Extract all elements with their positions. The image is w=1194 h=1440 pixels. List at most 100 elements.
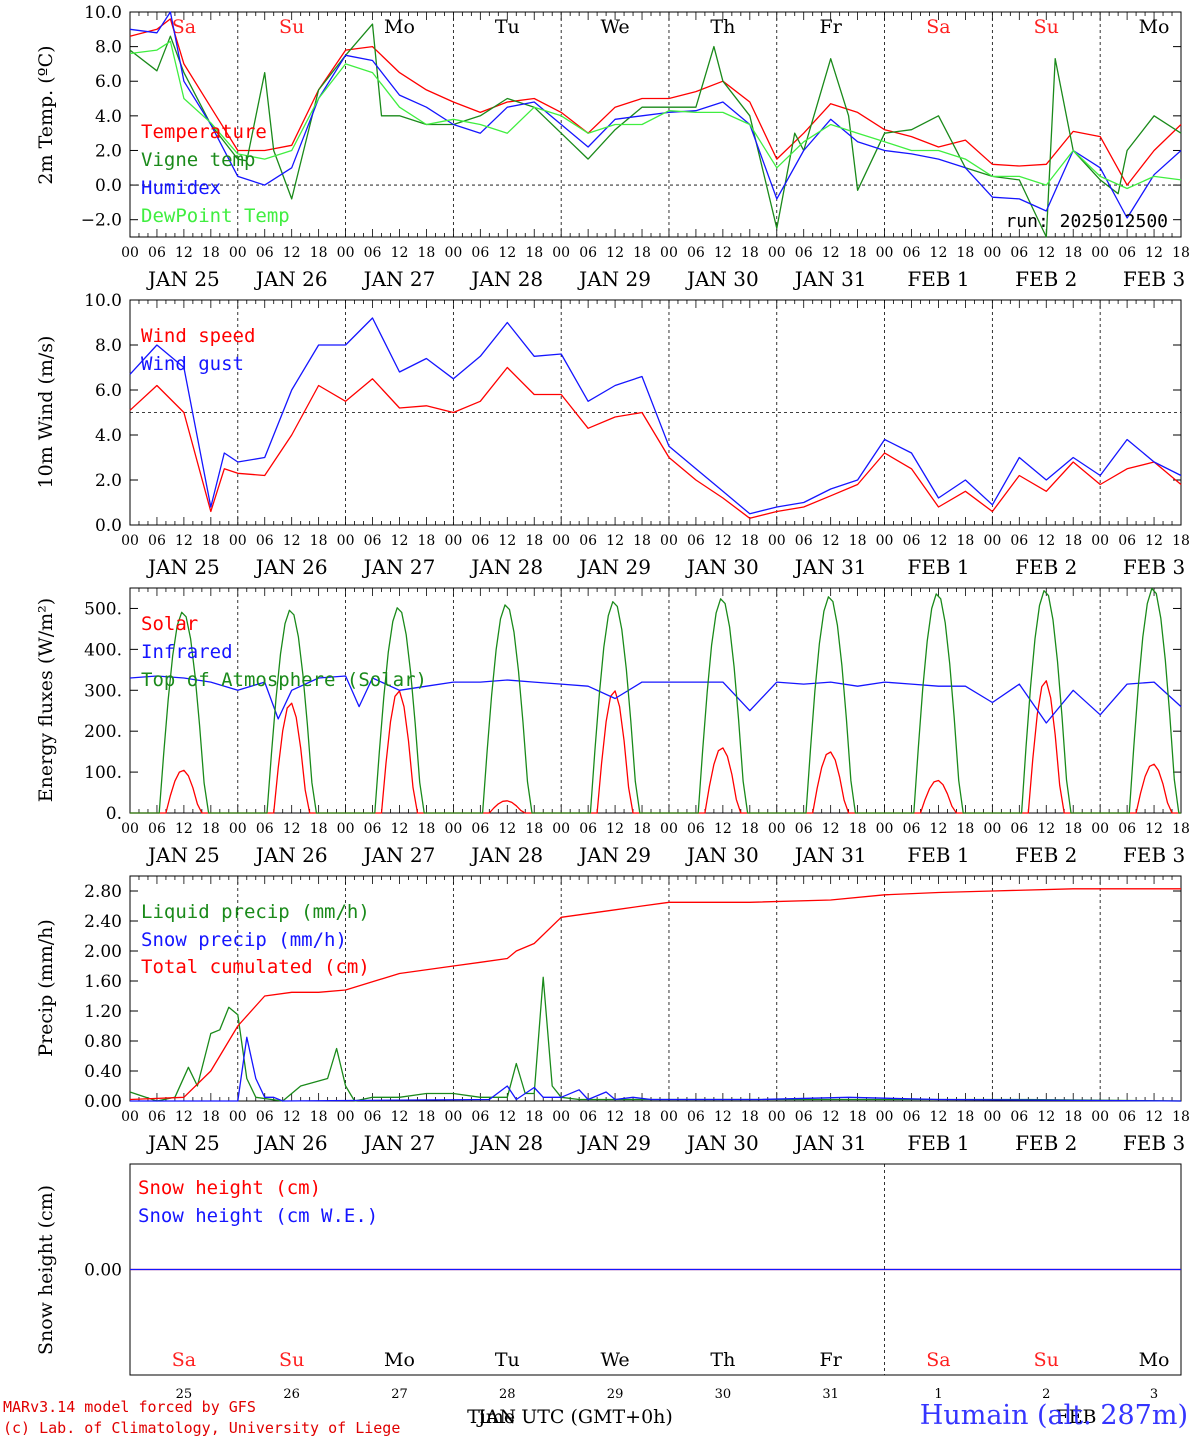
hour-tick-label: 12 <box>1037 1109 1055 1125</box>
hour-tick-label: 00 <box>660 821 678 837</box>
y-tick-label: 2.40 <box>84 912 122 932</box>
hour-tick-label: 12 <box>391 533 409 549</box>
weekday-label: Sa <box>172 16 196 38</box>
hour-tick-label: 12 <box>175 1109 193 1125</box>
date-label: JAN 30 <box>685 1131 759 1155</box>
date-label: JAN 25 <box>146 555 220 579</box>
day-number-label: 28 <box>499 1387 516 1402</box>
date-label: JAN 27 <box>362 267 436 291</box>
y-tick-label: 2.0 <box>95 471 122 491</box>
date-label: FEB 2 <box>1015 843 1077 867</box>
hour-tick-label: 06 <box>795 533 813 549</box>
legend-entry: Snow height (cm) <box>138 1177 321 1199</box>
date-label: FEB 2 <box>1015 1131 1077 1155</box>
hour-tick-label: 00 <box>876 821 894 837</box>
y-axis-label: 10m Wind (m/s) <box>35 336 57 489</box>
hour-tick-label: 18 <box>1064 821 1082 837</box>
day-number-label: 1 <box>934 1387 942 1402</box>
hour-tick-label: 12 <box>606 821 624 837</box>
hour-tick-label: 12 <box>391 821 409 837</box>
hour-tick-label: 06 <box>687 245 705 261</box>
date-label: JAN 26 <box>254 555 328 579</box>
date-label: FEB 3 <box>1123 1131 1185 1155</box>
y-tick-label: 8.0 <box>95 38 122 58</box>
day-number-label: 27 <box>391 1387 408 1402</box>
hour-tick-label: 06 <box>148 1109 166 1125</box>
hour-tick-label: 18 <box>1172 1109 1190 1125</box>
hour-tick-label: 00 <box>768 1109 786 1125</box>
hour-tick-label: 06 <box>579 1109 597 1125</box>
hour-tick-label: 12 <box>1145 533 1163 549</box>
hour-tick-label: 12 <box>283 1109 301 1125</box>
hour-tick-label: 12 <box>930 245 948 261</box>
hour-tick-label: 18 <box>202 245 220 261</box>
hour-tick-label: 12 <box>822 821 840 837</box>
hour-tick-label: 18 <box>741 1109 759 1125</box>
weekday-label: Su <box>279 1349 304 1371</box>
legend-entry: Top of Atmosphere (Solar) <box>141 669 427 691</box>
date-label: FEB 2 <box>1015 267 1077 291</box>
hour-tick-label: 18 <box>633 821 651 837</box>
y-tick-label: 300. <box>84 681 122 701</box>
hour-tick-label: 00 <box>229 1109 247 1125</box>
hour-tick-label: 12 <box>498 1109 516 1125</box>
date-label: JAN 28 <box>469 1131 543 1155</box>
hour-tick-label: 18 <box>1172 821 1190 837</box>
date-label: FEB 1 <box>907 843 969 867</box>
weekday-label: Th <box>710 16 735 38</box>
legend-entry: Total cumulated (cm) <box>141 956 370 978</box>
hour-tick-label: 06 <box>1118 533 1136 549</box>
hour-tick-label: 12 <box>498 245 516 261</box>
y-axis-label: Precip (mm/h) <box>35 919 57 1057</box>
hour-tick-label: 00 <box>1091 821 1109 837</box>
hour-tick-label: 12 <box>714 821 732 837</box>
hour-tick-label: 06 <box>148 821 166 837</box>
day-number-label: 30 <box>715 1387 732 1402</box>
hour-tick-label: 06 <box>903 1109 921 1125</box>
hour-tick-label: 12 <box>930 1109 948 1125</box>
hour-tick-label: 12 <box>1037 245 1055 261</box>
hour-tick-label: 00 <box>1091 533 1109 549</box>
date-label: JAN 29 <box>577 267 651 291</box>
hour-tick-label: 18 <box>418 1109 436 1125</box>
hour-tick-label: 12 <box>283 245 301 261</box>
weekday-label: Sa <box>926 16 950 38</box>
hour-tick-label: 00 <box>768 245 786 261</box>
legend-entry: Wind speed <box>141 325 255 347</box>
weekday-label: Su <box>279 16 304 38</box>
y-tick-label: 4.0 <box>95 107 122 127</box>
hour-tick-label: 06 <box>579 533 597 549</box>
hour-tick-label: 18 <box>956 1109 974 1125</box>
hour-tick-label: 06 <box>1118 245 1136 261</box>
hour-tick-label: 06 <box>364 1109 382 1125</box>
date-label: FEB 3 <box>1123 267 1185 291</box>
series-line <box>129 23 1182 238</box>
hour-tick-label: 12 <box>606 245 624 261</box>
hour-tick-label: 06 <box>1118 821 1136 837</box>
date-label: JAN 25 <box>146 843 220 867</box>
hour-tick-label: 12 <box>391 245 409 261</box>
y-tick-label: 200. <box>84 722 122 742</box>
y-tick-label: 100. <box>84 763 122 783</box>
hour-tick-label: 06 <box>579 821 597 837</box>
y-tick-label: 0.40 <box>84 1062 122 1082</box>
date-label: JAN 28 <box>469 843 543 867</box>
y-tick-label: 1.20 <box>84 1002 122 1022</box>
hour-tick-label: 00 <box>552 533 570 549</box>
y-tick-label: 0.00 <box>84 1092 122 1112</box>
series-line <box>129 888 1181 1101</box>
lab-credit: (c) Lab. of Climatology, University of L… <box>3 1419 401 1437</box>
hour-tick-label: 18 <box>418 533 436 549</box>
hour-tick-label: 18 <box>310 1109 328 1125</box>
date-label: FEB 2 <box>1015 555 1077 579</box>
legend-entry: Snow precip (mm/h) <box>141 929 347 951</box>
date-label: JAN 27 <box>362 1131 436 1155</box>
hour-tick-label: 06 <box>903 533 921 549</box>
hour-tick-label: 00 <box>444 821 462 837</box>
weekday-label: Su <box>1034 1349 1059 1371</box>
day-number-label: 2 <box>1042 1387 1050 1402</box>
hour-tick-label: 12 <box>930 533 948 549</box>
hour-tick-label: 12 <box>1145 245 1163 261</box>
hour-tick-label: 18 <box>633 533 651 549</box>
hour-tick-label: 18 <box>1064 245 1082 261</box>
